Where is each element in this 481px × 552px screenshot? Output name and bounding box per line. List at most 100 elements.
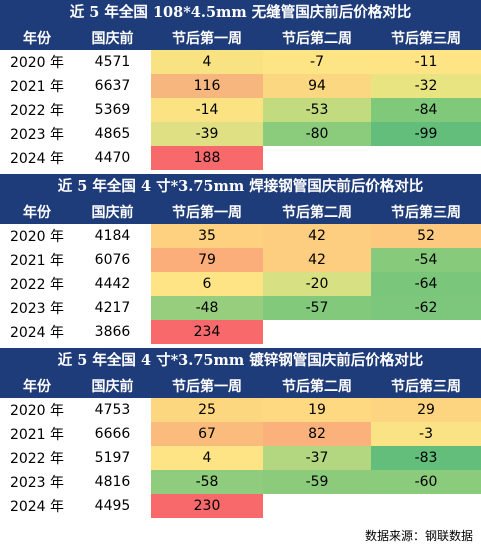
week-change-cell: 52 bbox=[371, 224, 481, 248]
week-change-cell: -80 bbox=[263, 122, 371, 146]
column-header: 年份 bbox=[23, 379, 51, 395]
price-table-1: 近 5 年全国 108*4.5mm 无缝管国庆前后价格对比年份 国庆前 节后第一周 节… bbox=[0, 0, 481, 170]
column-header: 节后第一周 bbox=[172, 379, 242, 395]
week-change-cell: 42 bbox=[263, 248, 371, 272]
table-row: 2022 年 4442 6 -20 -64 bbox=[0, 272, 481, 296]
week-change-cell: -62 bbox=[371, 296, 481, 320]
table-title: 近 5 年全国 4 寸*3.75mm 镀锌钢管国庆前后价格对比 bbox=[0, 348, 481, 374]
week-change-cell: 67 bbox=[151, 422, 263, 446]
column-header: 年份 bbox=[23, 205, 51, 221]
year-cell: 2023 年 bbox=[0, 296, 74, 320]
week-change-cell: -84 bbox=[371, 98, 481, 122]
table-row: 2021 年 6076 79 42 -54 bbox=[0, 248, 481, 272]
pre-holiday-price-cell: 4571 bbox=[74, 50, 151, 74]
week-change-cell: -14 bbox=[151, 98, 263, 122]
year-cell: 2022 年 bbox=[0, 446, 74, 470]
week-change-cell bbox=[263, 146, 371, 170]
table-header-row: 年份 国庆前 节后第一周 节后第二周 节后第三周 bbox=[0, 374, 481, 398]
week-change-cell bbox=[371, 494, 481, 518]
week-change-cell: -83 bbox=[371, 446, 481, 470]
year-cell: 2024 年 bbox=[0, 494, 74, 518]
table-row: 2023 年 4217 -48 -57 -62 bbox=[0, 296, 481, 320]
year-cell: 2020 年 bbox=[0, 50, 74, 74]
table-title: 近 5 年全国 108*4.5mm 无缝管国庆前后价格对比 bbox=[0, 0, 481, 26]
year-cell: 2020 年 bbox=[0, 224, 74, 248]
week-change-cell: 4 bbox=[151, 50, 263, 74]
source-note: 数据来源：钢联数据 bbox=[364, 529, 473, 543]
week-change-cell: 82 bbox=[263, 422, 371, 446]
week-change-cell: -99 bbox=[371, 122, 481, 146]
week-change-cell: 29 bbox=[371, 398, 481, 422]
week-change-cell: -58 bbox=[151, 470, 263, 494]
column-header: 节后第三周 bbox=[391, 205, 461, 221]
column-header: 国庆前 bbox=[91, 31, 134, 47]
year-cell: 2021 年 bbox=[0, 248, 74, 272]
week-change-cell: -7 bbox=[263, 50, 371, 74]
table-row: 2022 年 5197 4 -37 -83 bbox=[0, 446, 481, 470]
week-change-cell bbox=[263, 320, 371, 344]
table-row: 2020 年 4571 4 -7 -11 bbox=[0, 50, 481, 74]
week-change-cell: -37 bbox=[263, 446, 371, 470]
table-header-row: 年份 国庆前 节后第一周 节后第二周 节后第三周 bbox=[0, 200, 481, 224]
column-header: 节后第二周 bbox=[282, 379, 352, 395]
week-change-cell: -11 bbox=[371, 50, 481, 74]
year-cell: 2020 年 bbox=[0, 398, 74, 422]
week-change-cell bbox=[263, 494, 371, 518]
column-header: 节后第一周 bbox=[172, 205, 242, 221]
price-table-3: 近 5 年全国 4 寸*3.75mm 镀锌钢管国庆前后价格对比年份 国庆前 节后第一… bbox=[0, 348, 481, 518]
table-row: 2021 年 6666 67 82 -3 bbox=[0, 422, 481, 446]
week-change-cell: -39 bbox=[151, 122, 263, 146]
pre-holiday-price-cell: 5197 bbox=[74, 446, 151, 470]
pre-holiday-price-cell: 4184 bbox=[74, 224, 151, 248]
week-change-cell: 6 bbox=[151, 272, 263, 296]
week-change-cell: -48 bbox=[151, 296, 263, 320]
week-change-cell: 25 bbox=[151, 398, 263, 422]
pre-holiday-price-cell: 3866 bbox=[74, 320, 151, 344]
pre-holiday-price-cell: 4442 bbox=[74, 272, 151, 296]
table-header-row: 年份 国庆前 节后第一周 节后第二周 节后第三周 bbox=[0, 26, 481, 50]
table-row: 2023 年 4816 -58 -59 -60 bbox=[0, 470, 481, 494]
table-row: 2020 年 4184 35 42 52 bbox=[0, 224, 481, 248]
week-change-cell: -53 bbox=[263, 98, 371, 122]
week-change-cell: -60 bbox=[371, 470, 481, 494]
week-change-cell: -64 bbox=[371, 272, 481, 296]
table-row: 2024 年 4495 230 bbox=[0, 494, 481, 518]
week-change-cell: 35 bbox=[151, 224, 263, 248]
column-header: 节后第一周 bbox=[172, 31, 242, 47]
week-change-cell: 234 bbox=[151, 320, 263, 344]
table-row: 2023 年 4865 -39 -80 -99 bbox=[0, 122, 481, 146]
table-row: 2024 年 3866 234 bbox=[0, 320, 481, 344]
table-title: 近 5 年全国 4 寸*3.75mm 焊接钢管国庆前后价格对比 bbox=[0, 174, 481, 200]
table-row: 2024 年 4470 188 bbox=[0, 146, 481, 170]
year-cell: 2022 年 bbox=[0, 98, 74, 122]
column-header: 节后第三周 bbox=[391, 31, 461, 47]
pre-holiday-price-cell: 4217 bbox=[74, 296, 151, 320]
year-cell: 2021 年 bbox=[0, 74, 74, 98]
week-change-cell bbox=[371, 320, 481, 344]
week-change-cell: 230 bbox=[151, 494, 263, 518]
week-change-cell: -32 bbox=[371, 74, 481, 98]
week-change-cell: -3 bbox=[371, 422, 481, 446]
table-row: 2022 年 5369 -14 -53 -84 bbox=[0, 98, 481, 122]
week-change-cell: 79 bbox=[151, 248, 263, 272]
week-change-cell: 4 bbox=[151, 446, 263, 470]
column-header: 国庆前 bbox=[91, 205, 134, 221]
year-cell: 2022 年 bbox=[0, 272, 74, 296]
column-header: 节后第三周 bbox=[391, 379, 461, 395]
year-cell: 2023 年 bbox=[0, 470, 74, 494]
pre-holiday-price-cell: 6666 bbox=[74, 422, 151, 446]
week-change-cell: -59 bbox=[263, 470, 371, 494]
column-header: 节后第二周 bbox=[282, 31, 352, 47]
year-cell: 2024 年 bbox=[0, 320, 74, 344]
week-change-cell: 116 bbox=[151, 74, 263, 98]
year-cell: 2023 年 bbox=[0, 122, 74, 146]
pre-holiday-price-cell: 4816 bbox=[74, 470, 151, 494]
price-table-2: 近 5 年全国 4 寸*3.75mm 焊接钢管国庆前后价格对比年份 国庆前 节后第一… bbox=[0, 174, 481, 344]
column-header: 年份 bbox=[23, 31, 51, 47]
year-cell: 2024 年 bbox=[0, 146, 74, 170]
column-header: 国庆前 bbox=[91, 379, 134, 395]
column-header: 节后第二周 bbox=[282, 205, 352, 221]
week-change-cell: 42 bbox=[263, 224, 371, 248]
pre-holiday-price-cell: 4470 bbox=[74, 146, 151, 170]
table-row: 2020 年 4753 25 19 29 bbox=[0, 398, 481, 422]
